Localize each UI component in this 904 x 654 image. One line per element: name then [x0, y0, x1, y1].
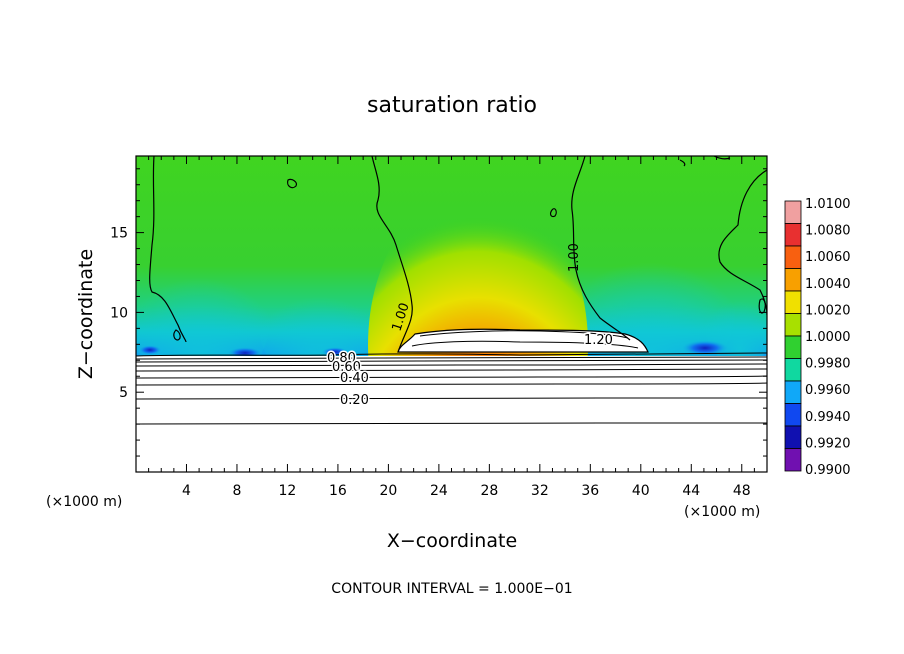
- colorbar-label: 1.0100: [805, 197, 851, 212]
- colorbar-swatch: [784, 245, 802, 269]
- colorbar-label: 1.0000: [805, 330, 851, 345]
- colorbar-swatch: [784, 403, 802, 427]
- colorbar-label: 0.9980: [805, 357, 851, 372]
- colorbar-label: 0.9920: [805, 436, 851, 451]
- x-unit-label: (×1000 m): [684, 504, 760, 520]
- colorbar-swatch: [784, 380, 802, 404]
- contour-label-0-20: 0.20: [340, 393, 369, 408]
- x-tick-label: 28: [480, 483, 498, 499]
- colorbar: 1.0100 1.0080 1.0060 1.0040 1.0020 1.0000 0.99…: [784, 197, 851, 478]
- x-tick-label: 48: [733, 483, 751, 499]
- x-tick-label: 40: [632, 483, 650, 499]
- colorbar-swatch: [784, 200, 802, 224]
- contour-label-0-60: 0.60: [332, 360, 361, 375]
- colorbar-label: 1.0020: [805, 303, 851, 318]
- x-tick-label: 44: [682, 483, 700, 499]
- y-axis-ticks: 5 10 15: [110, 168, 767, 457]
- contour-labels: 0.80 0.60 0.40 0.20 1.00 1.00 1.20: [326, 243, 615, 409]
- cloud-contour-top: [419, 330, 629, 339]
- colorbar-swatch: [784, 425, 802, 449]
- colorbar-swatch: [784, 223, 802, 247]
- colorbar-swatch: [784, 290, 802, 314]
- colorbar-label: 1.0040: [805, 277, 851, 292]
- x-tick-label: 12: [279, 483, 297, 499]
- plot-area: 0.80 0.60 0.40 0.20 1.00 1.00 1.20: [136, 156, 767, 472]
- y-unit-label: (×1000 m): [46, 494, 122, 510]
- x-tick-label: 8: [232, 483, 241, 499]
- contour-label-1-20: 1.20: [584, 333, 613, 348]
- colorbar-swatch: [784, 358, 802, 382]
- y-tick-label: 15: [110, 226, 128, 242]
- contour-label-0-40: 0.40: [340, 371, 369, 386]
- colorbar-label: 0.9940: [805, 410, 851, 425]
- chart-title: saturation ratio: [367, 93, 537, 118]
- x-tick-label: 24: [430, 483, 448, 499]
- contour-interval-note: CONTOUR INTERVAL = 1.000E−01: [331, 581, 572, 597]
- cloud-contour-inner: [411, 340, 639, 349]
- x-tick-label: 4: [182, 483, 191, 499]
- colorbar-swatch: [784, 448, 802, 472]
- x-tick-label: 36: [581, 483, 599, 499]
- y-axis-label: Z−coordinate: [75, 249, 97, 379]
- stratified-contours: [136, 352, 767, 425]
- colorbar-swatch: [784, 268, 802, 292]
- y-tick-label: 5: [119, 385, 128, 401]
- blue-spot-right: [681, 340, 729, 356]
- colorbar-label: 0.9900: [805, 463, 851, 478]
- colorbar-swatch: [784, 335, 802, 359]
- colorbar-label: 1.0080: [805, 224, 851, 239]
- lower-white-region: [136, 356, 767, 472]
- colorbar-label: 0.9960: [805, 383, 851, 398]
- blue-spot-edge: [138, 345, 162, 355]
- x-tick-label: 20: [379, 483, 397, 499]
- colorbar-label: 1.0060: [805, 250, 851, 265]
- contour-1-00: [149, 156, 767, 353]
- x-axis-ticks: 4 8 12 16 20 24 28 32 36 40 44 48: [148, 156, 755, 499]
- colorbar-swatch: [784, 313, 802, 337]
- x-tick-label: 16: [329, 483, 347, 499]
- y-tick-label: 10: [110, 305, 128, 321]
- x-axis-label: X−coordinate: [387, 530, 517, 552]
- contour-label-0-80: 0.80: [327, 351, 356, 366]
- cloud-region: [397, 328, 649, 353]
- x-tick-label: 32: [531, 483, 549, 499]
- contour-label-1-00-right: 1.00: [567, 243, 582, 272]
